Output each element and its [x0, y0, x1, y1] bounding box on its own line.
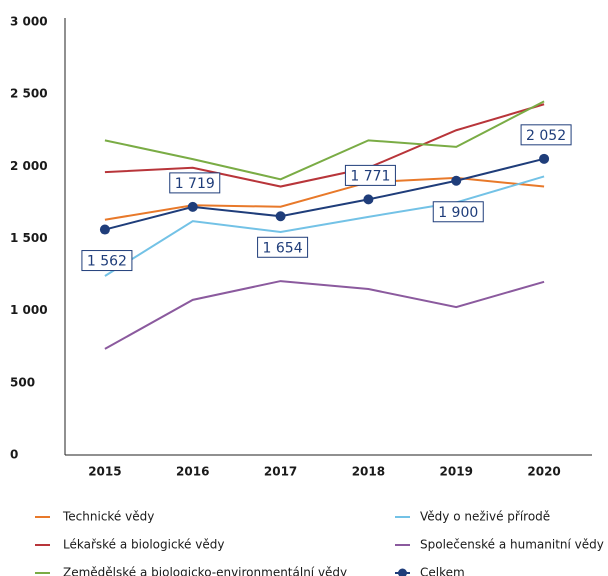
data-label: 1 719	[175, 176, 215, 192]
x-tick-label: 2017	[264, 465, 297, 479]
series-line	[104, 176, 545, 221]
data-label: 1 900	[438, 205, 478, 221]
data-label: 1 771	[350, 168, 390, 184]
y-tick-label: 3 000	[10, 15, 48, 29]
x-tick-label: 2018	[352, 465, 385, 479]
x-tick-label: 2016	[176, 465, 209, 479]
series-line	[104, 175, 545, 277]
data-label: 1 654	[263, 240, 303, 256]
x-tick-label: 2015	[88, 465, 121, 479]
series-line	[104, 100, 545, 181]
series-line	[104, 280, 545, 350]
data-label-box	[520, 124, 572, 146]
legend-label: Celkem	[420, 566, 465, 576]
data-label: 2 052	[526, 128, 566, 144]
point	[187, 201, 198, 212]
y-tick-label: 2 500	[10, 87, 48, 101]
y-tick-label: 1 000	[10, 303, 48, 317]
legend-label: Zemědělské a biologicko-environmentální …	[63, 566, 347, 576]
y-tick-label: 1 500	[10, 231, 48, 245]
series-line	[104, 157, 545, 231]
point	[99, 224, 110, 235]
data-label-box	[432, 201, 484, 223]
data-label-box	[169, 172, 221, 194]
series-line	[104, 103, 545, 188]
y-tick-label: 0	[10, 448, 18, 462]
legend-label: Lékařské a biologické vědy	[63, 538, 224, 552]
x-tick-label: 2019	[440, 465, 473, 479]
data-label-box	[81, 250, 133, 272]
x-tick-label: 2020	[527, 465, 560, 479]
point	[363, 194, 374, 205]
legend-label: Technické vědy	[62, 510, 154, 524]
legend-label: Společenské a humanitní vědy	[420, 538, 604, 552]
data-label-box	[344, 164, 396, 186]
point	[451, 175, 462, 186]
point	[539, 153, 550, 164]
y-tick-label: 2 000	[10, 159, 48, 173]
y-tick-label: 500	[10, 375, 35, 389]
point	[275, 211, 286, 222]
legend-marker	[398, 568, 407, 576]
data-label: 1 562	[87, 254, 127, 270]
legend-label: Vědy o neživé přírodě	[420, 510, 550, 524]
data-label-box	[257, 236, 309, 258]
